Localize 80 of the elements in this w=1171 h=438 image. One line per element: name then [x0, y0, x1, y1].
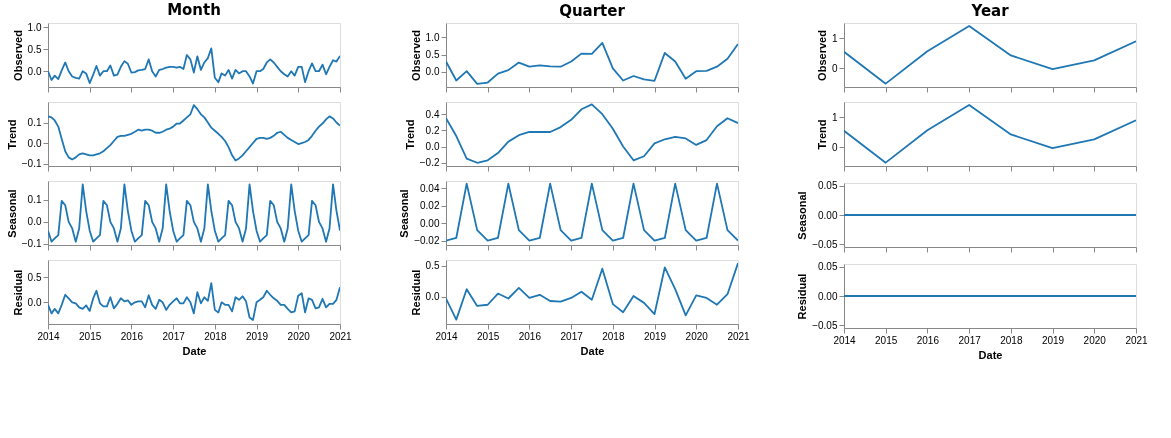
y-tick-label: 1.0 [425, 31, 440, 43]
y-tick-label: −0.1 [21, 238, 42, 250]
x-tick-label: 2019 [245, 330, 269, 342]
y-axis-title: Observed [815, 30, 828, 81]
x-tick-label: 2020 [287, 330, 311, 342]
y-tick-label: 0.5 [425, 260, 440, 272]
x-tick-label: 2017 [560, 330, 584, 342]
y-axis-title: Observed [409, 30, 422, 81]
x-tick-label: 2014 [37, 330, 61, 342]
x-tick-label: 2014 [833, 334, 857, 346]
x-tick-label: 2020 [1083, 334, 1107, 346]
y-tick-label: 0.1 [27, 194, 42, 206]
x-tick-label: 2020 [685, 330, 709, 342]
x-tick-label: 2021 [329, 330, 353, 342]
x-axis-title: Date [580, 344, 605, 357]
y-tick-label: 0.5 [27, 271, 42, 283]
y-axis-title: Residual [796, 273, 809, 320]
y-tick-label: 0.05 [818, 261, 838, 273]
y-tick-label: 0.00 [818, 290, 838, 302]
y-axis-title: Residual [409, 269, 422, 316]
x-tick-label: 2019 [1041, 334, 1065, 346]
x-tick-label: 2018 [602, 330, 625, 342]
x-axis-title: Date [182, 344, 207, 357]
x-tick-label: 2021 [1125, 334, 1149, 346]
line-series [446, 182, 738, 242]
y-tick-label: 0.0 [425, 141, 440, 153]
y-tick-label: 0.0 [27, 216, 42, 228]
y-tick-label: 0.04 [420, 182, 440, 194]
y-tick-label: 0.5 [425, 49, 440, 61]
y-axis-title: Seasonal [796, 191, 809, 240]
y-tick-label: 0.02 [420, 200, 440, 212]
chart-title: Year [970, 2, 1010, 20]
y-axis-title: Trend [5, 119, 18, 150]
y-axis-title: Trend [815, 119, 828, 150]
y-tick-label: −0.2 [419, 157, 440, 169]
x-tick-label: 2021 [727, 330, 751, 342]
y-tick-label: 0.5 [27, 43, 42, 55]
x-tick-label: 2018 [204, 330, 227, 342]
y-tick-label: 0 [831, 142, 838, 153]
y-tick-label: −0.05 [812, 319, 838, 331]
line-series [48, 104, 340, 162]
y-tick-label: 0.0 [27, 65, 42, 77]
y-tick-label: 0.4 [425, 108, 440, 120]
y-tick-label: 1 [831, 111, 838, 123]
chart-title: Quarter [559, 2, 626, 20]
y-tick-label: −0.02 [414, 235, 440, 247]
x-tick-label: 2015 [875, 334, 898, 346]
x-axis-title: Date [978, 348, 1003, 361]
x-tick-label: 2019 [643, 330, 667, 342]
y-tick-label: 0.00 [420, 217, 440, 229]
x-tick-label: 2015 [477, 330, 500, 342]
x-tick-label: 2018 [1000, 334, 1023, 346]
y-tick-label: 0.05 [818, 180, 838, 192]
chart-title: Month [167, 1, 221, 20]
y-axis-title: Trend [403, 119, 416, 150]
y-tick-label: 1 [831, 32, 838, 44]
x-tick-label: 2015 [79, 330, 102, 342]
y-tick-label: 0.0 [27, 137, 42, 149]
y-axis-title: Observed [11, 30, 24, 81]
y-tick-label: 0 [831, 63, 838, 74]
x-tick-label: 2017 [162, 330, 186, 342]
y-tick-label: 0.1 [27, 117, 42, 129]
y-tick-label: 0.0 [27, 296, 42, 308]
y-tick-label: −0.1 [21, 158, 42, 170]
x-tick-label: 2014 [435, 330, 459, 342]
y-axis-title: Seasonal [5, 189, 18, 238]
line-series [446, 262, 738, 321]
line-series [48, 282, 340, 321]
y-tick-label: 0.0 [425, 291, 440, 303]
x-tick-label: 2016 [120, 330, 144, 342]
y-tick-label: −0.05 [812, 238, 838, 250]
x-tick-label: 2017 [958, 334, 982, 346]
y-tick-label: 0.2 [425, 124, 440, 136]
y-tick-label: 0.00 [818, 209, 838, 221]
y-axis-title: Seasonal [398, 189, 411, 238]
y-tick-label: 1.0 [27, 21, 42, 33]
x-tick-label: 2016 [518, 330, 542, 342]
y-tick-label: 0.0 [425, 66, 440, 78]
x-tick-label: 2016 [916, 334, 940, 346]
y-axis-title: Residual [11, 269, 24, 316]
